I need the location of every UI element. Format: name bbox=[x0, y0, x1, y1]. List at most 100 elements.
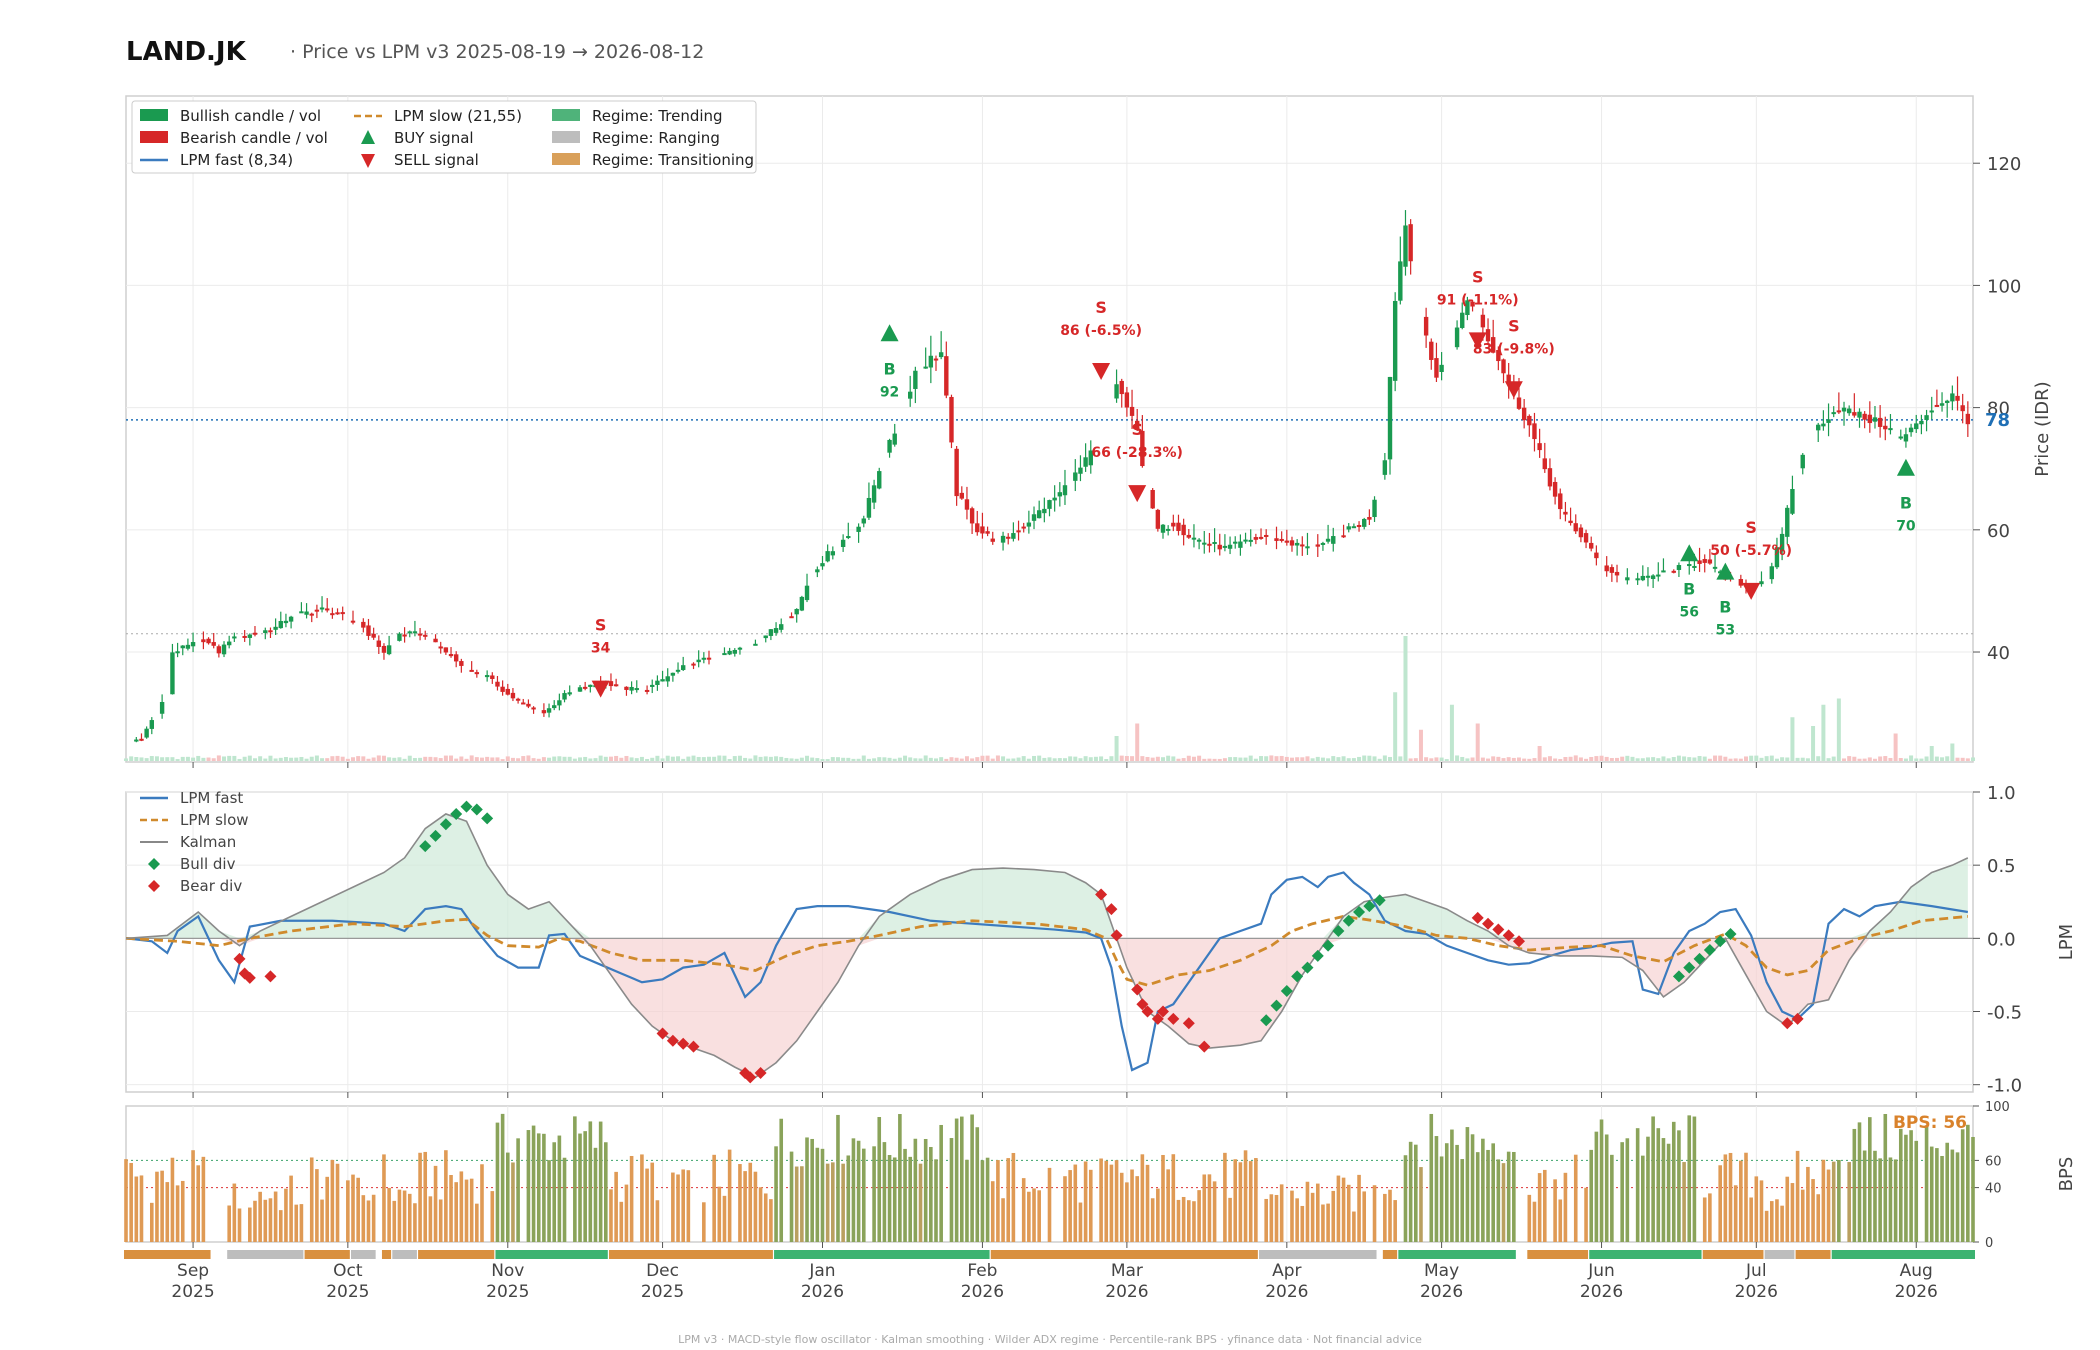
volume-bar bbox=[1222, 758, 1227, 761]
volume-bar bbox=[1852, 756, 1857, 761]
bull-div-marker bbox=[1260, 1014, 1273, 1027]
candle-body bbox=[448, 654, 454, 657]
candle-body bbox=[1429, 341, 1434, 360]
candle-body bbox=[1527, 415, 1532, 426]
volume-bar bbox=[1295, 757, 1300, 761]
volume-bar bbox=[970, 758, 975, 761]
volume-bar bbox=[949, 757, 954, 761]
bps-bar bbox=[892, 1157, 897, 1242]
bps-bar bbox=[1584, 1187, 1588, 1242]
volume-bar bbox=[201, 757, 206, 761]
bps-bar bbox=[237, 1208, 242, 1242]
candle-body bbox=[1289, 540, 1295, 546]
bear-div-marker bbox=[687, 1040, 700, 1053]
bps-bar bbox=[1383, 1193, 1387, 1242]
bps-bar bbox=[1537, 1173, 1542, 1242]
candle-body bbox=[1712, 566, 1718, 569]
lpm-legend-label: Kalman bbox=[180, 833, 236, 851]
candle-body bbox=[629, 686, 634, 691]
bear-div-marker bbox=[754, 1066, 767, 1079]
candle-body bbox=[1568, 520, 1573, 524]
buy-signal-marker bbox=[1896, 458, 1915, 476]
bps-bar bbox=[1021, 1178, 1026, 1242]
bps-bar bbox=[1666, 1143, 1671, 1242]
volume-bar bbox=[1754, 755, 1759, 761]
volume-bar bbox=[1656, 758, 1661, 761]
candle-body bbox=[608, 681, 614, 687]
bps-bar bbox=[1971, 1136, 1975, 1242]
lpm-ytick-label: 0.5 bbox=[1987, 856, 2016, 877]
legend-swatch bbox=[552, 131, 580, 143]
candle-body bbox=[1800, 454, 1805, 469]
candle-body bbox=[149, 720, 154, 729]
kalman-negative-fill bbox=[126, 938, 1968, 1078]
bps-bar bbox=[1955, 1152, 1960, 1242]
volume-bar bbox=[1635, 758, 1640, 761]
candle-body bbox=[846, 536, 851, 539]
regime-segment bbox=[608, 1250, 773, 1259]
candle-body bbox=[696, 659, 701, 663]
footer-note: LPM v3 · MACD-style flow oscillator · Ka… bbox=[678, 1333, 1422, 1346]
bps-bar bbox=[1114, 1160, 1119, 1242]
bps-bar bbox=[841, 1163, 845, 1242]
candle-body bbox=[134, 739, 139, 742]
bps-y-axis-label: BPS bbox=[2056, 1157, 2077, 1192]
bear-div-marker bbox=[233, 952, 246, 965]
candle-body bbox=[644, 689, 650, 692]
bps-bar bbox=[1403, 1155, 1408, 1242]
candle-body bbox=[1919, 420, 1924, 425]
volume-bar bbox=[639, 756, 644, 761]
volume-bar bbox=[1140, 756, 1145, 761]
bps-bar bbox=[1754, 1176, 1759, 1242]
bull-div-marker bbox=[1301, 961, 1314, 974]
candle-body bbox=[1320, 542, 1326, 545]
volume-bar bbox=[1811, 726, 1816, 761]
bps-bar bbox=[248, 1207, 252, 1242]
candle-body bbox=[278, 620, 283, 629]
candle-body bbox=[1150, 489, 1155, 509]
year-label: 2025 bbox=[641, 1282, 684, 1302]
bps-bar bbox=[825, 1163, 830, 1242]
bps-bar bbox=[763, 1193, 768, 1242]
volume-bar bbox=[1439, 757, 1444, 761]
volume-bar bbox=[1774, 758, 1779, 761]
candle-body bbox=[933, 358, 939, 361]
candle-body bbox=[226, 641, 232, 646]
volume-bar bbox=[1001, 756, 1006, 761]
candle-body bbox=[381, 645, 387, 653]
candle-body bbox=[588, 684, 593, 687]
volume-bar bbox=[335, 755, 340, 761]
volume-bar bbox=[624, 755, 629, 761]
volume-bar bbox=[1878, 756, 1883, 761]
candle-body bbox=[1877, 417, 1883, 427]
bps-bar bbox=[609, 1189, 613, 1242]
volume-bar bbox=[820, 759, 825, 761]
bps-bar bbox=[278, 1210, 283, 1242]
bps-bar bbox=[1512, 1151, 1516, 1242]
candle-body bbox=[1088, 450, 1093, 466]
candle-body bbox=[1155, 509, 1161, 529]
bps-bar bbox=[1223, 1152, 1227, 1242]
bps-bar bbox=[371, 1194, 376, 1242]
volume-bar bbox=[882, 757, 887, 761]
volume-bar bbox=[428, 756, 433, 761]
volume-bar bbox=[1424, 757, 1429, 761]
bps-bar bbox=[1646, 1136, 1650, 1242]
bear-div-marker bbox=[1198, 1040, 1211, 1053]
bps-bar bbox=[918, 1163, 923, 1242]
sell-signal-marker bbox=[1092, 362, 1111, 380]
volume-bar bbox=[629, 757, 634, 761]
candle-body bbox=[1222, 545, 1228, 548]
candle-body bbox=[866, 497, 872, 518]
bull-div-marker bbox=[1703, 944, 1716, 957]
bps-bar bbox=[1739, 1160, 1743, 1242]
candle-body bbox=[1062, 485, 1068, 496]
volume-bar bbox=[423, 756, 428, 761]
volume-bar bbox=[1486, 758, 1491, 761]
volume-bar bbox=[928, 757, 933, 761]
candle-body bbox=[1707, 559, 1713, 564]
bps-bar bbox=[1862, 1150, 1867, 1242]
candle-body bbox=[505, 688, 510, 695]
volume-bar bbox=[330, 756, 335, 761]
year-label: 2025 bbox=[486, 1282, 529, 1302]
